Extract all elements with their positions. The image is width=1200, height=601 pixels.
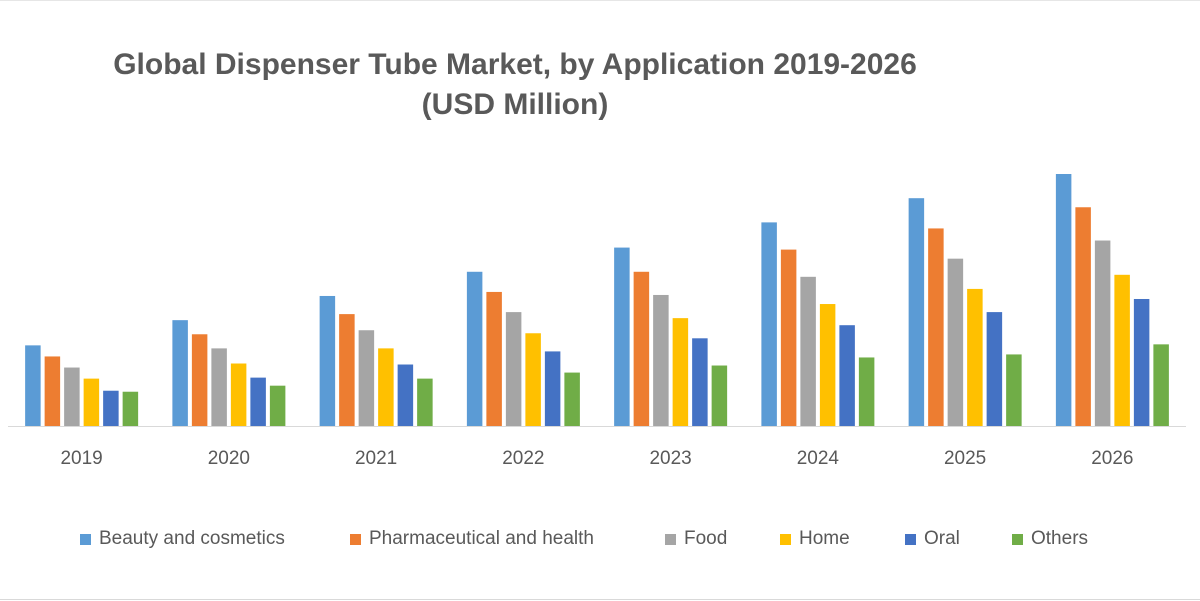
bar-home-2021: [378, 348, 394, 426]
bar-others-2022: [564, 372, 580, 426]
legend-label-pharmaceutical-and-health: Pharmaceutical and health: [369, 528, 594, 549]
bar-oral-2025: [986, 312, 1003, 426]
bar-beauty-and-cosmetics-2026: [1055, 174, 1072, 426]
bar-food-2019: [64, 367, 80, 426]
bar-others-2026: [1153, 344, 1169, 426]
legend-label-food: Food: [684, 528, 728, 549]
bar-pharmaceutical-and-health-2024: [780, 249, 797, 426]
bar-food-2025: [947, 258, 964, 426]
legend-label-beauty-and-cosmetics: Beauty and cosmetics: [99, 528, 285, 549]
x-tick-label-2025: 2025: [944, 448, 986, 469]
bar-others-2020: [269, 385, 286, 426]
bar-home-2019: [83, 378, 100, 426]
x-tick-label-2019: 2019: [60, 448, 102, 469]
bar-beauty-and-cosmetics-2021: [319, 295, 336, 426]
x-tick-label-2022: 2022: [502, 448, 544, 469]
bar-pharmaceutical-and-health-2026: [1075, 207, 1091, 426]
bar-oral-2019: [103, 390, 119, 426]
bar-others-2025: [1006, 354, 1022, 426]
bar-food-2024: [800, 276, 816, 426]
x-tick-label-2021: 2021: [355, 448, 397, 469]
bar-beauty-and-cosmetics-2025: [908, 198, 925, 426]
bar-home-2022: [525, 333, 541, 426]
legend-swatch-food: [665, 533, 676, 545]
bar-pharmaceutical-and-health-2025: [928, 228, 944, 426]
bar-home-2026: [1114, 274, 1130, 426]
bar-food-2020: [211, 348, 227, 426]
bar-food-2021: [358, 330, 375, 426]
x-tick-label-2026: 2026: [1091, 448, 1133, 469]
chart-subtitle: (USD Million): [421, 88, 609, 121]
legend-swatch-others: [1012, 533, 1023, 545]
bar-oral-2022: [544, 351, 561, 426]
bar-pharmaceutical-and-health-2021: [339, 314, 355, 426]
bar-food-2022: [505, 312, 522, 426]
bar-oral-2021: [397, 364, 414, 426]
legend-item-pharmaceutical-and-health: Pharmaceutical and health: [350, 525, 594, 553]
chart-legend: Beauty and cosmetics Pharmaceutical and h…: [0, 525, 1200, 553]
bar-oral-2020: [250, 377, 266, 426]
legend-swatch-beauty-and-cosmetics: [80, 533, 91, 545]
legend-item-beauty-and-cosmetics: Beauty and cosmetics: [80, 525, 285, 553]
bar-others-2021: [417, 378, 433, 426]
bar-home-2023: [672, 318, 689, 426]
legend-label-others: Others: [1031, 528, 1089, 549]
legend-item-oral: Oral: [905, 525, 960, 553]
bar-pharmaceutical-and-health-2023: [633, 271, 650, 426]
bar-pharmaceutical-and-health-2019: [44, 356, 61, 426]
legend-swatch-pharmaceutical-and-health: [350, 533, 361, 545]
bar-pharmaceutical-and-health-2022: [486, 291, 502, 426]
x-tick-label-2024: 2024: [797, 448, 840, 469]
bar-others-2023: [711, 365, 728, 426]
bar-food-2023: [653, 294, 669, 426]
legend-item-home: Home: [780, 525, 850, 553]
bar-home-2024: [819, 304, 836, 426]
bar-home-2025: [967, 288, 983, 426]
bar-others-2024: [858, 357, 875, 426]
bar-oral-2023: [692, 338, 708, 426]
legend-swatch-home: [780, 533, 791, 545]
chart-title: Global Dispenser Tube Market, by Applica…: [0, 45, 1030, 125]
x-tick-label-2020: 2020: [208, 448, 250, 469]
x-tick-label-2023: 2023: [649, 448, 691, 469]
chart-title-main: Global Dispenser Tube Market, by Applica…: [113, 48, 917, 81]
legend-label-oral: Oral: [924, 528, 960, 549]
bar-beauty-and-cosmetics-2019: [25, 345, 41, 426]
legend-item-others: Others: [1012, 525, 1088, 553]
bar-oral-2024: [839, 325, 855, 426]
legend-label-home: Home: [799, 528, 850, 549]
bar-beauty-and-cosmetics-2024: [761, 222, 777, 426]
bar-others-2019: [122, 391, 139, 426]
bar-pharmaceutical-and-health-2020: [191, 334, 208, 426]
legend-swatch-oral: [905, 533, 916, 545]
legend-item-food: Food: [665, 525, 727, 553]
bar-beauty-and-cosmetics-2020: [172, 320, 188, 426]
bar-home-2020: [230, 363, 247, 426]
bar-food-2026: [1094, 240, 1111, 426]
bar-beauty-and-cosmetics-2023: [614, 247, 630, 426]
bar-oral-2026: [1133, 298, 1150, 426]
bar-beauty-and-cosmetics-2022: [466, 271, 483, 426]
